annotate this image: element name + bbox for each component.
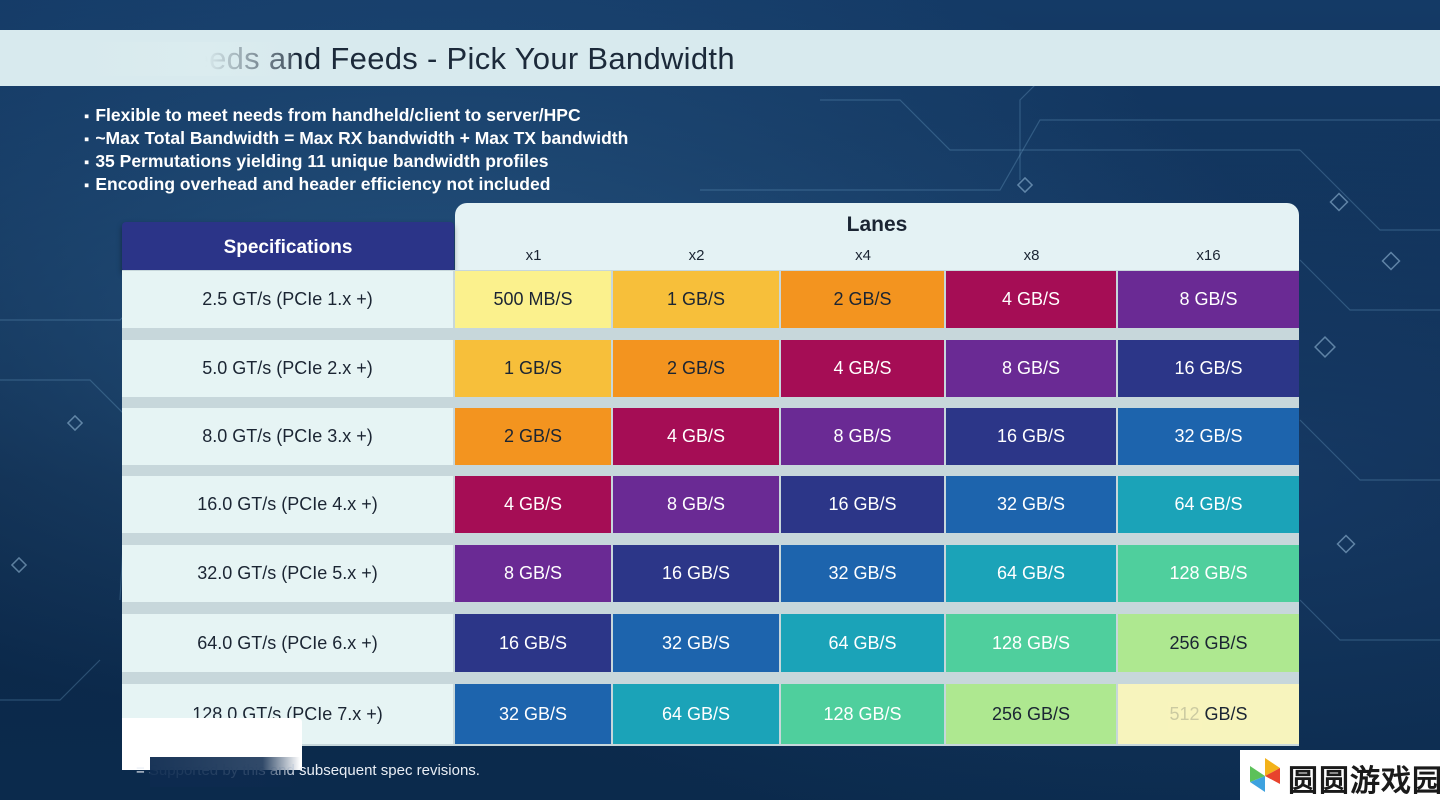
footnote-redaction [150, 757, 300, 787]
bandwidth-cell: 32 GB/S [1118, 408, 1299, 465]
title-bar: PCIe Speeds and Feeds - Pick Your Bandwi… [0, 30, 1440, 86]
bandwidth-cell: 32 GB/S [613, 614, 779, 672]
bullet-item: Encoding overhead and header efficiency … [84, 173, 628, 196]
bandwidth-cell: 64 GB/S [946, 545, 1116, 602]
watermark-text: 圆圆游戏园 [1288, 764, 1440, 799]
lane-header-x4: x4 [855, 247, 871, 264]
bandwidth-cell: 128 GB/S [781, 684, 944, 744]
spec-cell: 2.5 GT/s (PCIe 1.x +) [122, 271, 453, 328]
bandwidth-cell: 64 GB/S [1118, 476, 1299, 533]
spec-cell: 16.0 GT/s (PCIe 4.x +) [122, 476, 453, 533]
lanes-header: Lanes x1 x2 x4 x8 x16 [455, 203, 1299, 273]
lanes-title: Lanes [846, 213, 908, 236]
watermark-logo-icon [1250, 758, 1280, 792]
bandwidth-cell: 1 GB/S [613, 271, 779, 328]
bandwidth-cell: 2 GB/S [455, 408, 611, 465]
bandwidth-cell: 8 GB/S [781, 408, 944, 465]
spec-cell: 5.0 GT/s (PCIe 2.x +) [122, 340, 453, 397]
bandwidth-cell: 8 GB/S [613, 476, 779, 533]
bandwidth-cell: 500 MB/S [455, 271, 611, 328]
lane-header-x16: x16 [1196, 247, 1221, 264]
bandwidth-cell: 16 GB/S [455, 614, 611, 672]
bandwidth-cell: 32 GB/S [946, 476, 1116, 533]
bandwidth-cell: 256 GB/S [946, 684, 1116, 744]
bandwidth-cell: 64 GB/S [781, 614, 944, 672]
bandwidth-cell: 8 GB/S [455, 545, 611, 602]
bandwidth-cell: 4 GB/S [455, 476, 611, 533]
bandwidth-cell: 8 GB/S [946, 340, 1116, 397]
bandwidth-cell: 32 GB/S [455, 684, 611, 744]
lane-header-x2: x2 [688, 247, 705, 264]
bullet-item: Flexible to meet needs from handheld/cli… [84, 104, 628, 127]
bandwidth-cell: 2 GB/S [781, 271, 944, 328]
bandwidth-cell: 4 GB/S [613, 408, 779, 465]
bandwidth-cell: 128 GB/S [946, 614, 1116, 672]
bandwidth-cell: 16 GB/S [613, 545, 779, 602]
bandwidth-cell: 512 GB/S [1118, 684, 1299, 744]
bandwidth-cell: 32 GB/S [781, 545, 944, 602]
bandwidth-cell: 16 GB/S [781, 476, 944, 533]
watermark: 圆圆游戏园 [1240, 750, 1440, 800]
bandwidth-cell: 64 GB/S [613, 684, 779, 744]
title-redaction [72, 42, 294, 76]
bandwidth-cell: 4 GB/S [781, 340, 944, 397]
bullet-list: Flexible to meet needs from handheld/cli… [84, 104, 628, 196]
spec-cell: 8.0 GT/s (PCIe 3.x +) [122, 408, 453, 465]
bullet-item: 35 Permutations yielding 11 unique bandw… [84, 150, 628, 173]
cell-redaction [1168, 702, 1202, 732]
spec-cell: 32.0 GT/s (PCIe 5.x +) [122, 545, 453, 602]
bandwidth-cell: 16 GB/S [1118, 340, 1299, 397]
bandwidth-cell: 128 GB/S [1118, 545, 1299, 602]
spec-cell: 64.0 GT/s (PCIe 6.x +) [122, 614, 453, 672]
bullet-item: ~Max Total Bandwidth = Max RX bandwidth … [84, 127, 628, 150]
bandwidth-cell: 4 GB/S [946, 271, 1116, 328]
bandwidth-cell: 2 GB/S [613, 340, 779, 397]
lane-header-x8: x8 [1023, 247, 1040, 264]
bandwidth-cell: 8 GB/S [1118, 271, 1299, 328]
lane-header-x1: x1 [525, 247, 542, 264]
bandwidth-cell: 16 GB/S [946, 408, 1116, 465]
specifications-header: Specifications [122, 222, 454, 272]
bandwidth-cell: 1 GB/S [455, 340, 611, 397]
bandwidth-cell: 256 GB/S [1118, 614, 1299, 672]
